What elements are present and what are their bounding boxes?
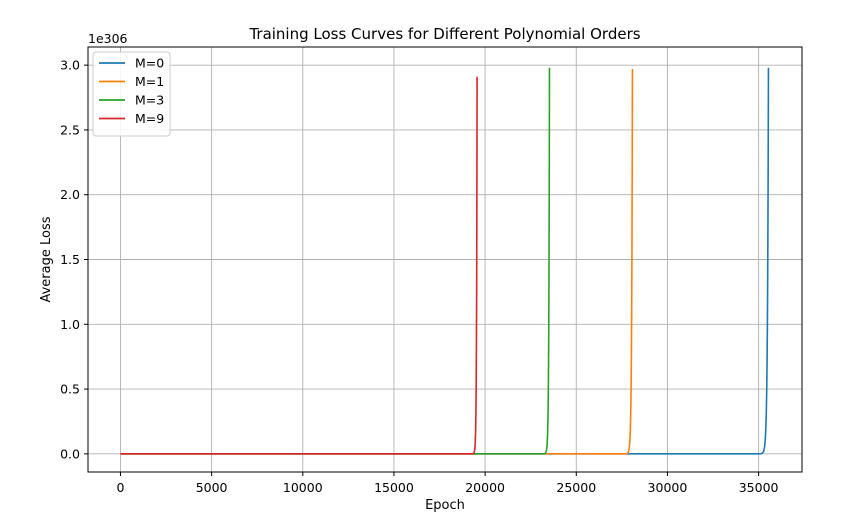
x-tick-label: 5000	[196, 480, 228, 495]
y-tick-label: 0.0	[60, 446, 80, 461]
y-tick-label: 2.0	[60, 187, 80, 202]
x-axis-label: Epoch	[425, 498, 465, 513]
legend-label: M=9	[135, 111, 164, 126]
series-line-m3	[120, 67, 551, 455]
series-line-m0	[120, 67, 770, 455]
legend-box	[92, 51, 171, 137]
x-tick-label: 10000	[283, 480, 323, 495]
y-axis: 0.0 0.5 1.0 1.5 2.0 2.5 3.0	[60, 58, 88, 461]
x-tick-label: 0	[116, 480, 124, 495]
grid	[88, 47, 802, 472]
y-axis-label: Average Loss	[39, 216, 54, 302]
x-tick-label: 30000	[648, 480, 688, 495]
y-tick-label: 0.5	[60, 382, 80, 397]
y-tick-label: 1.5	[60, 252, 80, 267]
series-line-m1	[120, 69, 634, 455]
y-offset-text: 1e306	[88, 31, 128, 46]
y-tick-label: 2.5	[60, 122, 80, 137]
legend-label: M=0	[135, 56, 164, 71]
legend: M=0 M=1 M=3 M=9	[92, 51, 171, 137]
chart-title: Training Loss Curves for Different Polyn…	[248, 25, 640, 43]
x-tick-label: 25000	[556, 480, 596, 495]
x-tick-label: 20000	[465, 480, 505, 495]
legend-label: M=3	[135, 93, 164, 108]
x-tick-label: 35000	[739, 480, 779, 495]
x-axis: 0 5000 10000 15000 20000 25000 30000 35000	[116, 472, 779, 495]
series-layer	[120, 67, 770, 455]
y-tick-label: 1.0	[60, 317, 80, 332]
series-line-m9	[120, 76, 478, 455]
x-tick-label: 15000	[374, 480, 414, 495]
legend-label: M=1	[135, 74, 164, 89]
y-tick-label: 3.0	[60, 58, 80, 73]
